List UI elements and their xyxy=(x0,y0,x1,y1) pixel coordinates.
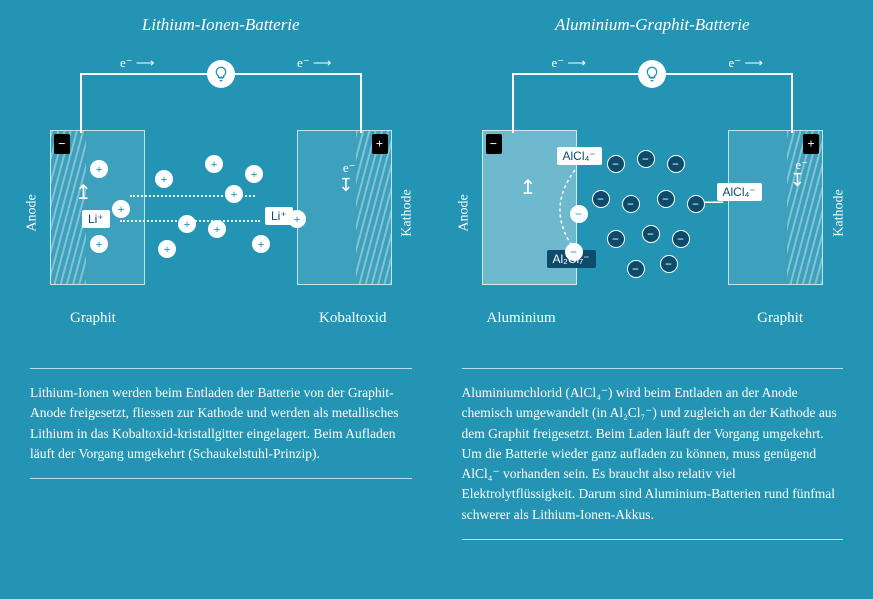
ion: + xyxy=(155,170,173,188)
panel-title: Aluminium-Graphit-Batterie xyxy=(462,15,844,35)
ion: + xyxy=(225,185,243,203)
anode-material: Aluminium xyxy=(487,310,556,327)
electron-arrow-right: e⁻ ⟶ xyxy=(728,55,763,71)
wire-right xyxy=(791,73,793,133)
alcl4-label-top: AlCl₄⁻ xyxy=(557,147,602,165)
divider-top xyxy=(30,368,412,369)
ion: + xyxy=(112,200,130,218)
ion: + xyxy=(178,215,196,233)
divider-bottom xyxy=(30,478,412,479)
electron-arrow-right: e⁻ ⟶ xyxy=(297,55,332,71)
ion: − xyxy=(660,255,678,273)
ion: − xyxy=(622,195,640,213)
ion: + xyxy=(90,160,108,178)
electron-arrow-left: e⁻ ⟶ xyxy=(552,55,587,71)
ion: + xyxy=(252,235,270,253)
ion: − xyxy=(667,155,685,173)
description-text: Lithium-Ionen werden beim Entladen der B… xyxy=(30,377,412,470)
ion: − xyxy=(687,195,705,213)
cathode-electrode: + xyxy=(728,130,823,285)
divider-top xyxy=(462,368,844,369)
ion: − xyxy=(607,230,625,248)
cathode-material: Kobaltoxid xyxy=(319,310,387,327)
lithium-ion-panel: Lithium-Ionen-Batterie e⁻ ⟶ e⁻ ⟶ − + ↥ e… xyxy=(30,15,412,579)
cathode-material: Graphit xyxy=(757,310,803,327)
cathode-sign: + xyxy=(803,134,819,154)
cathode-sign: + xyxy=(372,134,388,154)
ion: + xyxy=(205,155,223,173)
cathode-label: Kathode xyxy=(400,189,416,236)
ion: + xyxy=(208,220,226,238)
aluminium-diagram: e⁻ ⟶ e⁻ ⟶ − + ↥ e⁻ ↧ Anode Kathode AlCl₄… xyxy=(462,55,844,345)
ion: − xyxy=(657,190,675,208)
bulb-icon xyxy=(207,60,235,88)
anode-sign: − xyxy=(486,134,502,154)
anode-up-arrow: ↥ xyxy=(75,180,92,205)
cathode-down-arrow: ↧ xyxy=(790,170,805,191)
ion: − xyxy=(570,205,588,223)
cathode-e-label: e⁻ xyxy=(343,160,356,176)
panel-title: Lithium-Ionen-Batterie xyxy=(30,15,412,35)
ion: + xyxy=(90,235,108,253)
anode-material: Graphit xyxy=(70,310,116,327)
ion: − xyxy=(627,260,645,278)
cathode-electrode: + xyxy=(297,130,392,285)
ion: + xyxy=(158,240,176,258)
ion: − xyxy=(607,155,625,173)
anode-label: Anode xyxy=(25,194,41,231)
cathode-label: Kathode xyxy=(831,189,847,236)
description-text: Aluminiumchlorid (AlCl₄⁻) wird beim Entl… xyxy=(462,377,844,531)
lithium-diagram: e⁻ ⟶ e⁻ ⟶ − + ↥ e⁻ ↧ Anode Kathode Li⁺ L… xyxy=(30,55,412,345)
ion: − xyxy=(592,190,610,208)
electron-arrow-left: e⁻ ⟶ xyxy=(120,55,155,71)
ion: − xyxy=(565,243,583,261)
cathode-down-arrow: ↧ xyxy=(338,175,353,196)
divider-bottom xyxy=(462,539,844,540)
anode-up-arrow: ↥ xyxy=(520,175,537,200)
li-label-left: Li⁺ xyxy=(82,210,110,228)
ion: − xyxy=(642,225,660,243)
wire-left xyxy=(512,73,514,133)
anode-electrode: − xyxy=(50,130,145,285)
ion: − xyxy=(637,150,655,168)
bulb-icon xyxy=(638,60,666,88)
ion: − xyxy=(672,230,690,248)
anode-label: Anode xyxy=(456,194,472,231)
ion: + xyxy=(245,165,263,183)
aluminium-graphit-panel: Aluminium-Graphit-Batterie e⁻ ⟶ e⁻ ⟶ − +… xyxy=(462,15,844,579)
ion: + xyxy=(288,210,306,228)
wire-right xyxy=(360,73,362,133)
anode-sign: − xyxy=(54,134,70,154)
wire-left xyxy=(80,73,82,133)
